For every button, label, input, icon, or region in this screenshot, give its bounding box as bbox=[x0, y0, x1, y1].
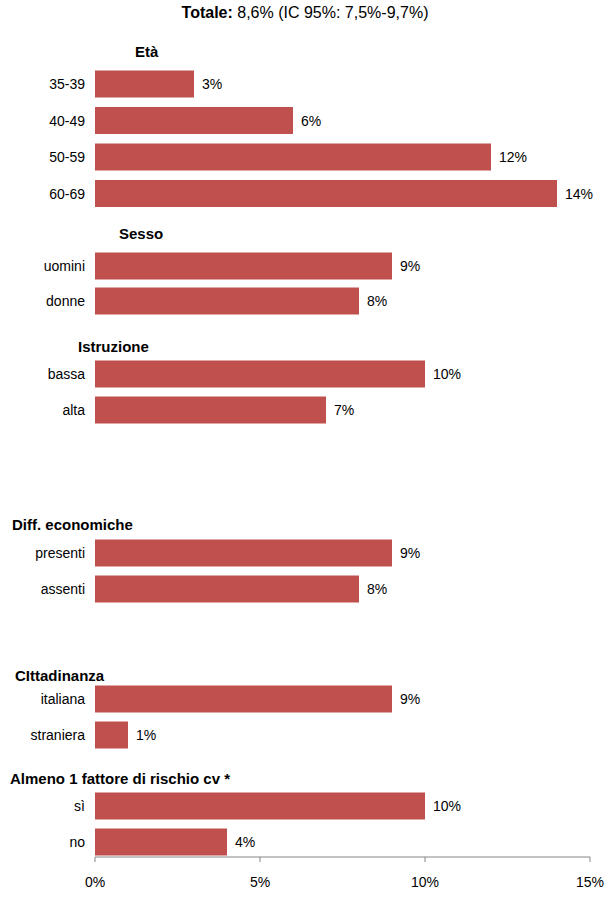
tick-label: 10% bbox=[411, 874, 439, 890]
subtitle: 8,6% (IC 95%: 7,5%-9,7%) bbox=[233, 4, 429, 21]
data-label: 8% bbox=[367, 581, 387, 597]
bar bbox=[95, 107, 293, 134]
bar bbox=[95, 71, 194, 98]
bar bbox=[95, 253, 392, 280]
data-label: 10% bbox=[433, 798, 461, 814]
title: Totale: bbox=[182, 4, 233, 21]
bar bbox=[95, 576, 359, 603]
data-label: 12% bbox=[499, 149, 527, 165]
data-label: 9% bbox=[400, 258, 420, 274]
bar bbox=[95, 722, 128, 749]
tick-label: 15% bbox=[576, 874, 604, 890]
category-label: assenti bbox=[41, 581, 85, 597]
bar bbox=[95, 288, 359, 315]
group-header: Istruzione bbox=[78, 338, 149, 355]
category-label: bassa bbox=[48, 366, 86, 382]
bar bbox=[95, 540, 392, 567]
group-header: Almeno 1 fattore di rischio cv * bbox=[10, 770, 230, 787]
bar bbox=[95, 829, 227, 856]
category-label: 50-59 bbox=[49, 149, 85, 165]
tick-label: 5% bbox=[250, 874, 270, 890]
bar bbox=[95, 361, 425, 388]
category-label: italiana bbox=[41, 691, 86, 707]
data-label: 9% bbox=[400, 691, 420, 707]
category-label: uomini bbox=[44, 258, 85, 274]
title-line: Totale: 8,6% (IC 95%: 7,5%-9,7%) bbox=[182, 4, 429, 21]
tick bbox=[260, 857, 261, 862]
category-label: straniera bbox=[31, 727, 86, 743]
category-label: presenti bbox=[35, 545, 85, 561]
category-label: 60-69 bbox=[49, 186, 85, 202]
chart: Totale: 8,6% (IC 95%: 7,5%-9,7%) Età 35-39… bbox=[0, 0, 612, 900]
bar bbox=[95, 793, 425, 820]
data-label: 9% bbox=[400, 545, 420, 561]
labels: Età 35-39 3% 40-49 6% 50-59 12% 60-69 14% Sesso uo… bbox=[10, 43, 593, 850]
category-label: alta bbox=[62, 402, 85, 418]
data-label: 3% bbox=[202, 76, 222, 92]
tick bbox=[590, 857, 591, 862]
tick bbox=[425, 857, 426, 862]
group-header: Sesso bbox=[119, 225, 163, 242]
bar bbox=[95, 180, 557, 207]
data-label: 1% bbox=[136, 727, 156, 743]
category-label: 35-39 bbox=[49, 76, 85, 92]
category-label: no bbox=[69, 834, 85, 850]
category-label: donne bbox=[46, 293, 85, 309]
data-label: 4% bbox=[235, 834, 255, 850]
bar bbox=[95, 686, 392, 713]
x-axis bbox=[95, 857, 590, 858]
tick-label: 0% bbox=[85, 874, 105, 890]
group-header: Età bbox=[135, 43, 159, 60]
bar bbox=[95, 144, 491, 171]
data-label: 10% bbox=[433, 366, 461, 382]
bars bbox=[95, 71, 557, 856]
group-header: CIttadinanza bbox=[15, 667, 105, 684]
group-header: Diff. economiche bbox=[12, 516, 133, 533]
data-label: 6% bbox=[301, 113, 321, 129]
bar bbox=[95, 397, 326, 424]
category-label: 40-49 bbox=[49, 113, 85, 129]
data-label: 14% bbox=[565, 186, 593, 202]
data-label: 8% bbox=[367, 293, 387, 309]
data-label: 7% bbox=[334, 402, 354, 418]
tick bbox=[95, 857, 96, 862]
category-label: sì bbox=[74, 798, 85, 814]
